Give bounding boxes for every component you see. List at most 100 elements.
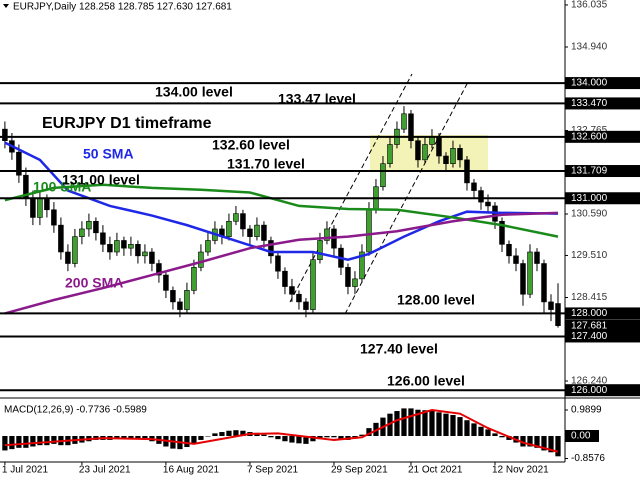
macd-bar [198, 435, 204, 440]
candle-body [93, 220, 99, 234]
candle-body [177, 301, 183, 310]
y-tick-label: 126.240 [571, 376, 608, 387]
candle-body [114, 240, 120, 253]
axis-price-box [565, 165, 640, 178]
y-tick-label: 136.035 [571, 0, 608, 11]
macd-tick-label: 0.9899 [571, 405, 602, 416]
macd-bar [527, 435, 533, 447]
candle-body [541, 263, 547, 303]
macd-bar [268, 435, 274, 438]
candle-body [184, 290, 190, 310]
macd-tick-label: -0.8576 [571, 453, 605, 464]
candle-body [163, 274, 169, 291]
candle-body [79, 228, 85, 237]
candle-body [408, 113, 414, 141]
candle-body [436, 136, 442, 157]
candle-body [72, 236, 78, 264]
macd-bar [114, 435, 120, 439]
macd-zero-box [565, 429, 599, 442]
candle-body [205, 240, 211, 253]
macd-bar [303, 435, 309, 444]
macd-bar [30, 435, 36, 447]
macd-bar [142, 435, 148, 440]
macd-bar [443, 413, 449, 436]
candle-body [282, 270, 288, 287]
axis-price-box [565, 330, 640, 343]
macd-bar [422, 410, 428, 436]
macd-header: MACD(12,26,9) -0.7736 -0.5989 [4, 405, 147, 416]
macd-bar [51, 435, 57, 444]
macd-bar [338, 435, 344, 439]
macd-bar [492, 433, 498, 436]
candle-body [534, 251, 540, 264]
candle-body [471, 182, 477, 191]
candle-body [520, 263, 526, 295]
macd-bar [485, 429, 491, 436]
candle-body [100, 232, 106, 245]
x-tick-label: 21 Oct 2021 [408, 465, 463, 476]
axis-price-label: 127.400 [571, 331, 608, 342]
macd-tick-label: 0.00 [571, 431, 591, 442]
candle-body [240, 213, 246, 230]
macd-bar [457, 417, 463, 436]
candle-body [149, 251, 155, 264]
macd-bar [282, 435, 288, 442]
candle-body [310, 259, 316, 310]
macd-bar [464, 420, 470, 436]
axis-price-label: 133.470 [571, 98, 608, 109]
macd-bar [37, 435, 43, 446]
macd-bar [394, 411, 400, 436]
macd-bar [450, 414, 456, 436]
candle-body [275, 255, 281, 272]
candle-body [303, 301, 309, 310]
macd-bar [2, 435, 8, 451]
candle-body [226, 220, 232, 237]
candle-body [261, 224, 267, 241]
candle-body [450, 148, 456, 164]
candle-body [170, 290, 176, 303]
candle-body [191, 267, 197, 291]
macd-bar [499, 435, 505, 438]
candle-body [506, 244, 512, 257]
x-tick-label: 23 Jul 2021 [79, 465, 131, 476]
candle-body [527, 251, 533, 295]
macd-bar [471, 423, 477, 436]
y-tick-label: 134.940 [571, 42, 608, 53]
candle-body [142, 251, 148, 257]
candle-body [135, 244, 141, 257]
candle-body [317, 240, 323, 260]
macd-bar [44, 435, 50, 446]
macd-bar [324, 435, 330, 438]
candle-body [156, 263, 162, 276]
candle-body [51, 209, 57, 226]
y-tick-label: 130.590 [571, 209, 608, 220]
x-tick-label: 29 Sep 2021 [331, 465, 388, 476]
chart-title: EURJPY D1 timeframe [42, 115, 212, 132]
macd-bar [436, 412, 442, 436]
axis-price-box [565, 77, 640, 90]
candle-body [107, 244, 113, 253]
candle-body [198, 251, 204, 268]
macd-bar [429, 411, 435, 436]
candle-body [359, 251, 365, 280]
candle-body [422, 144, 428, 161]
macd-bar [121, 435, 127, 439]
macd-bar [289, 435, 295, 443]
macd-bar [261, 434, 267, 436]
macd-bar [520, 435, 526, 447]
candle-body [254, 224, 260, 237]
candle-body [548, 301, 554, 310]
current-price-box [565, 319, 640, 332]
candle-body [37, 197, 43, 218]
candle-body [499, 220, 505, 245]
candle-body [345, 267, 351, 287]
macd-bar [296, 435, 302, 444]
axis-price-label: 132.600 [571, 131, 608, 142]
candle-body [366, 209, 372, 253]
macd-bar [408, 408, 414, 436]
macd-bar [387, 413, 393, 436]
candle-body [415, 140, 421, 161]
ma-line [4, 211, 559, 315]
macd-signal [4, 408, 559, 453]
x-tick-label: 12 Nov 2021 [492, 465, 549, 476]
